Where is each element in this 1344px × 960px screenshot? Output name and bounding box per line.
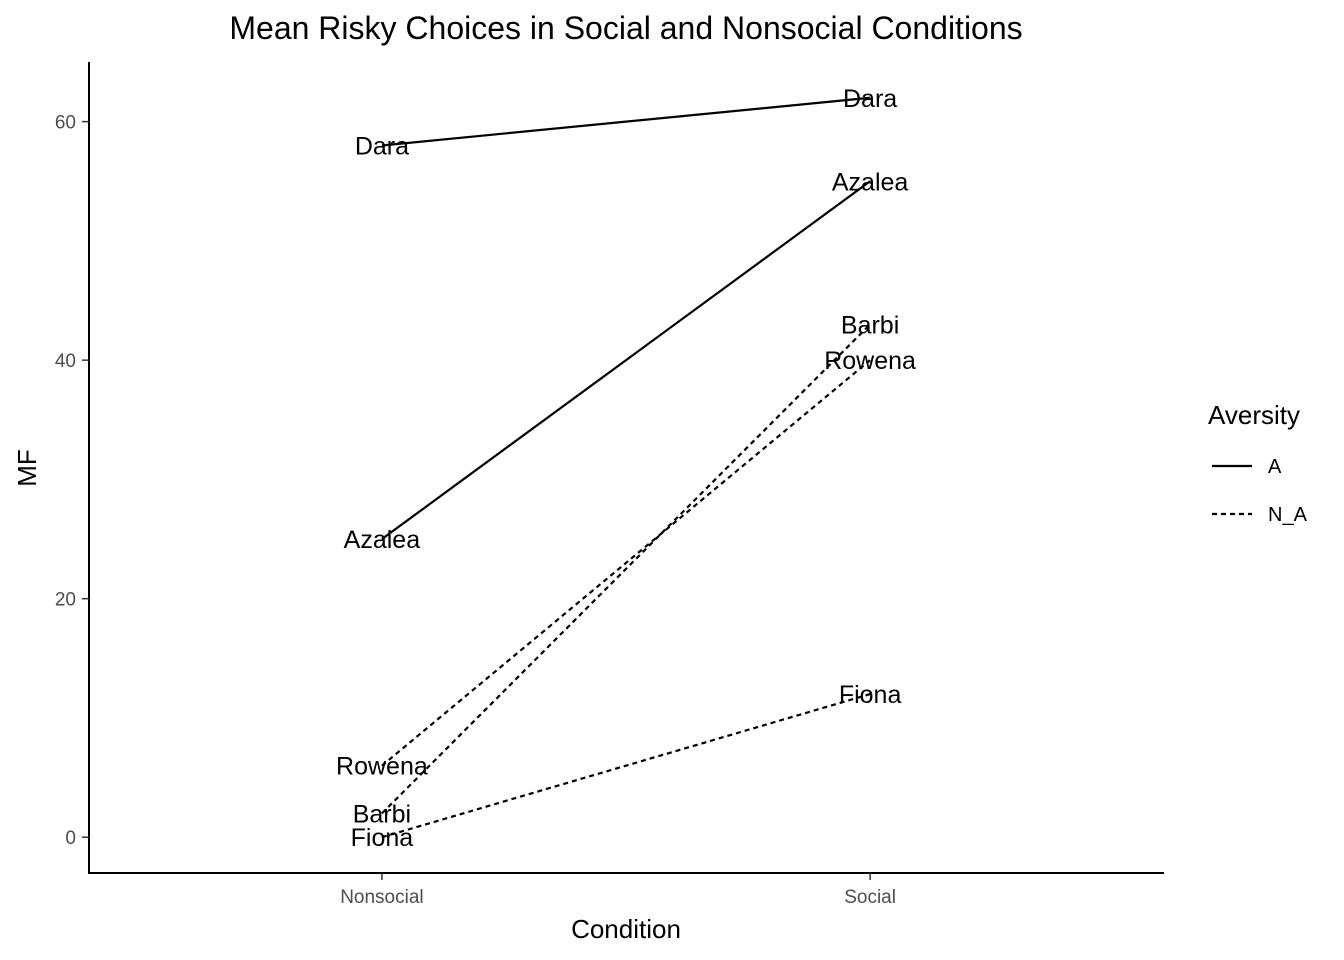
point-label-fiona: Fiona	[351, 824, 414, 852]
y-tick-label: 20	[55, 590, 76, 611]
series-line-rowena	[381, 359, 871, 767]
legend-label-a: A	[1268, 456, 1282, 478]
y-axis-title: MF	[12, 449, 42, 487]
series-line-fiona	[381, 693, 871, 839]
x-ticks: Nonsocial Social	[340, 873, 896, 908]
chart-title: Mean Risky Choices in Social and Nonsoci…	[229, 10, 1022, 46]
point-label-dara: Dara	[843, 85, 897, 113]
x-tick-label: Nonsocial	[340, 887, 423, 908]
y-ticks: 0 20 40 60	[55, 113, 89, 849]
series-lines	[381, 96, 871, 839]
legend: Aversity A N_A	[1208, 400, 1308, 526]
point-label-barbi: Barbi	[353, 800, 411, 828]
point-label-rowena: Rowena	[824, 347, 916, 375]
y-tick-label: 40	[55, 351, 76, 372]
legend-label-n_a: N_A	[1268, 504, 1308, 526]
legend-title: Aversity	[1208, 400, 1300, 430]
legend-entries: A N_A	[1212, 456, 1308, 526]
x-tick-label: Social	[844, 887, 896, 908]
point-label-rowena: Rowena	[336, 753, 428, 781]
point-label-azalea: Azalea	[832, 168, 909, 196]
point-label-azalea: Azalea	[344, 526, 421, 554]
series-line-barbi	[381, 323, 871, 815]
x-axis-title: Condition	[571, 914, 681, 944]
point-label-fiona: Fiona	[839, 681, 902, 709]
axes	[88, 62, 1164, 874]
series-line-dara	[381, 96, 871, 147]
y-tick-label: 0	[65, 828, 76, 849]
point-label-dara: Dara	[355, 132, 409, 160]
point-labels: Dara Dara Azalea Azalea Barbi Barbi Rowena Rowe…	[336, 85, 916, 852]
series-line-azalea	[381, 180, 871, 540]
y-tick-label: 60	[55, 113, 76, 134]
point-label-barbi: Barbi	[841, 311, 899, 339]
